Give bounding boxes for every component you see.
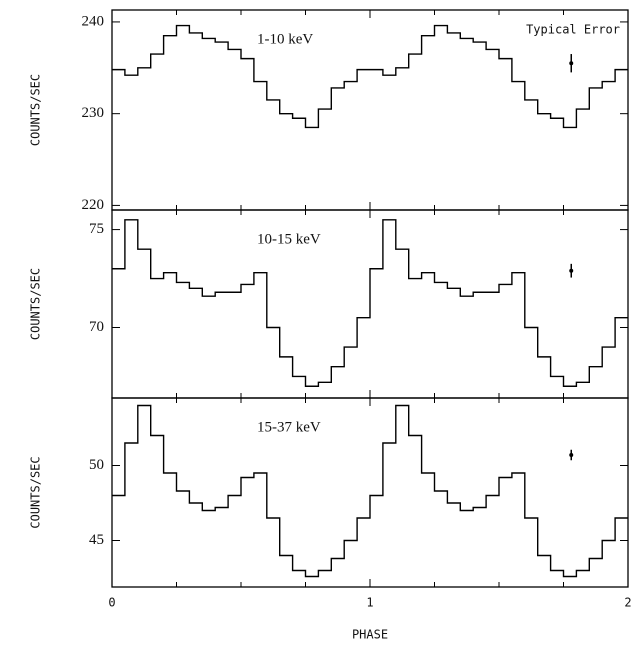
error-point [569, 61, 574, 66]
x-tick-label: 2 [624, 596, 631, 610]
y-axis-label: COUNTS/SEC [29, 268, 43, 340]
y-axis-label: COUNTS/SEC [29, 74, 43, 146]
y-tick-label: 240 [82, 13, 105, 29]
x-tick-label: 0 [108, 596, 115, 610]
step-line [112, 219, 628, 387]
panel-annotation: 1-10 keV [257, 31, 313, 47]
error-point [569, 453, 574, 457]
step-line [112, 24, 628, 129]
plot-frame [111, 9, 629, 211]
y-tick-label: 230 [82, 105, 105, 121]
panel-annotation: 15-37 keV [257, 419, 321, 435]
error-label: Typical Error [526, 23, 620, 37]
y-tick-label: 45 [89, 532, 104, 548]
error-point [569, 268, 574, 273]
y-tick-label: 220 [82, 197, 105, 213]
step-line [112, 404, 628, 578]
x-tick-label: 1 [366, 596, 373, 610]
y-tick-label: 75 [89, 221, 104, 237]
y-tick-label: 70 [89, 319, 104, 335]
y-axis-label: COUNTS/SEC [29, 456, 43, 528]
x-axis-label: PHASE [352, 628, 388, 642]
y-tick-label: 50 [89, 457, 104, 473]
panel-annotation: 10-15 keV [257, 231, 321, 247]
